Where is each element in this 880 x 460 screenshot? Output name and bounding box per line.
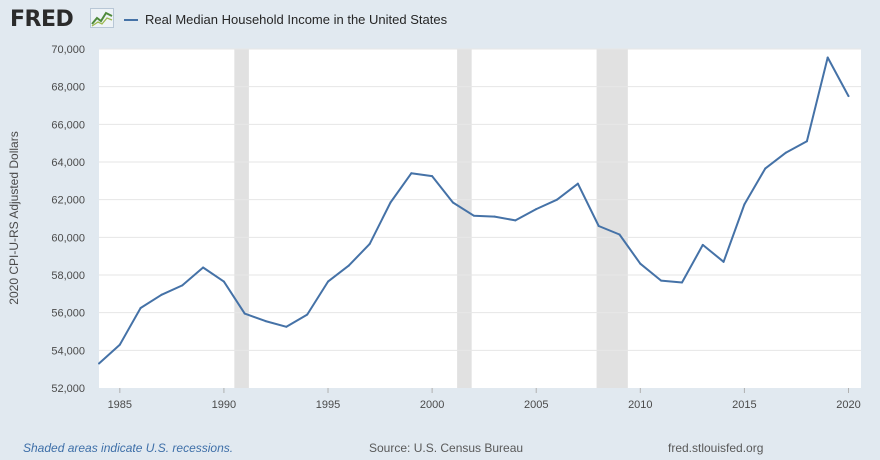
x-tick-label: 2020	[836, 399, 860, 411]
data-point[interactable]	[660, 279, 663, 282]
x-tick-label: 2015	[732, 399, 756, 411]
data-point[interactable]	[327, 280, 330, 283]
data-point[interactable]	[556, 198, 559, 201]
data-point[interactable]	[680, 281, 683, 284]
data-point[interactable]	[431, 175, 434, 178]
data-point[interactable]	[368, 242, 371, 245]
data-point[interactable]	[243, 312, 246, 315]
data-point[interactable]	[472, 214, 475, 217]
recession-band	[234, 49, 249, 388]
legend-swatch	[124, 19, 138, 21]
data-point[interactable]	[847, 95, 850, 98]
data-point[interactable]	[389, 201, 392, 204]
data-point[interactable]	[222, 280, 225, 283]
x-tick-label: 2000	[420, 399, 444, 411]
data-point[interactable]	[639, 262, 642, 265]
data-point[interactable]	[118, 343, 121, 346]
data-point[interactable]	[410, 172, 413, 175]
legend-label: Real Median Household Income in the Unit…	[145, 12, 448, 27]
data-point[interactable]	[785, 151, 788, 154]
data-point[interactable]	[306, 313, 309, 316]
x-tick-label: 1990	[212, 399, 236, 411]
data-point[interactable]	[202, 266, 205, 269]
data-point[interactable]	[576, 182, 579, 185]
source-credit: Source: U.S. Census Bureau	[369, 441, 524, 455]
data-point[interactable]	[451, 201, 454, 204]
y-tick-label: 60,000	[51, 232, 85, 244]
data-point[interactable]	[493, 215, 496, 218]
line-chart-icon	[90, 8, 114, 28]
y-tick-label: 58,000	[51, 270, 85, 282]
data-point[interactable]	[764, 167, 767, 170]
data-point[interactable]	[98, 362, 100, 365]
data-point[interactable]	[597, 225, 600, 228]
y-tick-label: 54,000	[51, 345, 85, 357]
chart-header: FRED Real Median Household Income in the…	[0, 0, 880, 40]
fred-logo[interactable]: FRED	[10, 7, 74, 32]
y-tick-label: 66,000	[51, 119, 85, 131]
y-tick-label: 68,000	[51, 82, 85, 94]
data-point[interactable]	[139, 306, 142, 309]
y-axis-title: 2020 CPI-U-RS Adjusted Dollars	[7, 131, 21, 304]
y-tick-label: 64,000	[51, 157, 85, 169]
data-point[interactable]	[160, 293, 163, 296]
data-point[interactable]	[535, 208, 538, 211]
data-point[interactable]	[805, 140, 808, 143]
recession-note: Shaded areas indicate U.S. recessions.	[23, 441, 234, 455]
x-tick-label: 1995	[316, 399, 340, 411]
data-point[interactable]	[347, 264, 350, 267]
data-point[interactable]	[701, 243, 704, 246]
site-link[interactable]: fred.stlouisfed.org	[668, 441, 764, 455]
x-tick-label: 1985	[108, 399, 132, 411]
y-tick-label: 70,000	[51, 44, 85, 56]
y-tick-label: 56,000	[51, 308, 85, 320]
data-point[interactable]	[181, 284, 184, 287]
x-tick-label: 2005	[524, 399, 548, 411]
data-point[interactable]	[826, 56, 829, 59]
data-point[interactable]	[264, 320, 267, 323]
x-tick-label: 2010	[628, 399, 652, 411]
y-tick-label: 52,000	[51, 383, 85, 395]
recession-band	[596, 49, 628, 388]
plot-area	[99, 49, 861, 388]
data-point[interactable]	[285, 325, 288, 328]
recession-band	[457, 49, 472, 388]
data-point[interactable]	[743, 203, 746, 206]
data-point[interactable]	[514, 219, 517, 222]
data-point[interactable]	[722, 260, 725, 263]
data-point[interactable]	[618, 233, 621, 236]
y-tick-label: 62,000	[51, 195, 85, 207]
